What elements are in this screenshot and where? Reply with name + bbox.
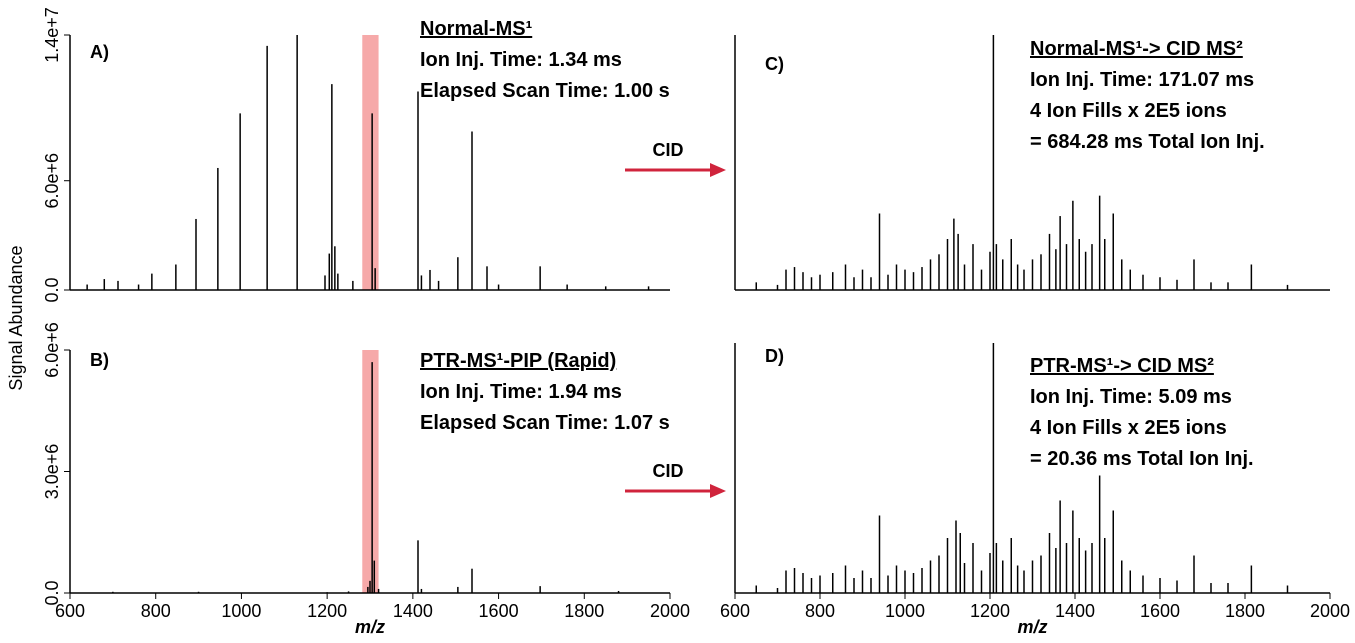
y-tick-label: 1.4e+7 [42, 7, 62, 63]
x-tick-label: 1600 [479, 601, 519, 621]
x-tick-label: 600 [55, 601, 85, 621]
x-tick-label: 1000 [885, 601, 925, 621]
x-tick-label: 1200 [970, 601, 1010, 621]
x-tick-label: 1600 [1140, 601, 1180, 621]
annotation: Elapsed Scan Time: 1.00 s [420, 80, 670, 102]
x-axis-label: m/z [355, 617, 385, 637]
y-tick-label: 3.0e+6 [42, 444, 62, 500]
y-tick-label: 6.0e+6 [42, 153, 62, 209]
arrow-label: CID [653, 461, 684, 481]
panel-label: C) [765, 54, 784, 74]
arrow-head [710, 163, 726, 177]
panel-label: A) [90, 42, 109, 62]
x-tick-label: 1000 [221, 601, 261, 621]
y-axis-label: Signal Abundance [6, 245, 26, 390]
highlight-band [362, 35, 379, 290]
annotation-title: PTR-MS¹-> CID MS² [1030, 355, 1214, 377]
x-tick-label: 1400 [393, 601, 433, 621]
annotation: Ion Inj. Time: 1.34 ms [420, 49, 622, 71]
y-tick-label: 0.0 [42, 580, 62, 605]
annotation: Elapsed Scan Time: 1.07 s [420, 412, 670, 434]
x-tick-label: 600 [720, 601, 750, 621]
x-axis-label: m/z [1017, 617, 1047, 637]
arrow-head [710, 484, 726, 498]
panel-label: B) [90, 350, 109, 370]
x-tick-label: 1800 [1225, 601, 1265, 621]
x-tick-label: 2000 [1310, 601, 1350, 621]
annotation: 4 Ion Fills x 2E5 ions [1030, 100, 1227, 122]
x-tick-label: 2000 [650, 601, 690, 621]
x-tick-label: 1200 [307, 601, 347, 621]
arrow-label: CID [653, 140, 684, 160]
annotation: Ion Inj. Time: 5.09 ms [1030, 386, 1232, 408]
annotation: = 20.36 ms Total Ion Inj. [1030, 448, 1254, 470]
x-tick-label: 800 [805, 601, 835, 621]
y-tick-label: 6.0e+6 [42, 322, 62, 378]
x-tick-label: 1800 [564, 601, 604, 621]
annotation: Ion Inj. Time: 1.94 ms [420, 381, 622, 403]
annotation: = 684.28 ms Total Ion Inj. [1030, 131, 1265, 153]
highlight-band [362, 350, 379, 593]
annotation: Ion Inj. Time: 171.07 ms [1030, 69, 1254, 91]
annotation-title: Normal-MS¹-> CID MS² [1030, 38, 1243, 60]
annotation-title: PTR-MS¹-PIP (Rapid) [420, 350, 616, 372]
x-tick-label: 1400 [1055, 601, 1095, 621]
annotation: 4 Ion Fills x 2E5 ions [1030, 417, 1227, 439]
y-tick-label: 0.0 [42, 277, 62, 302]
annotation-title: Normal-MS¹ [420, 18, 533, 40]
x-tick-label: 800 [141, 601, 171, 621]
panel-label: D) [765, 346, 784, 366]
